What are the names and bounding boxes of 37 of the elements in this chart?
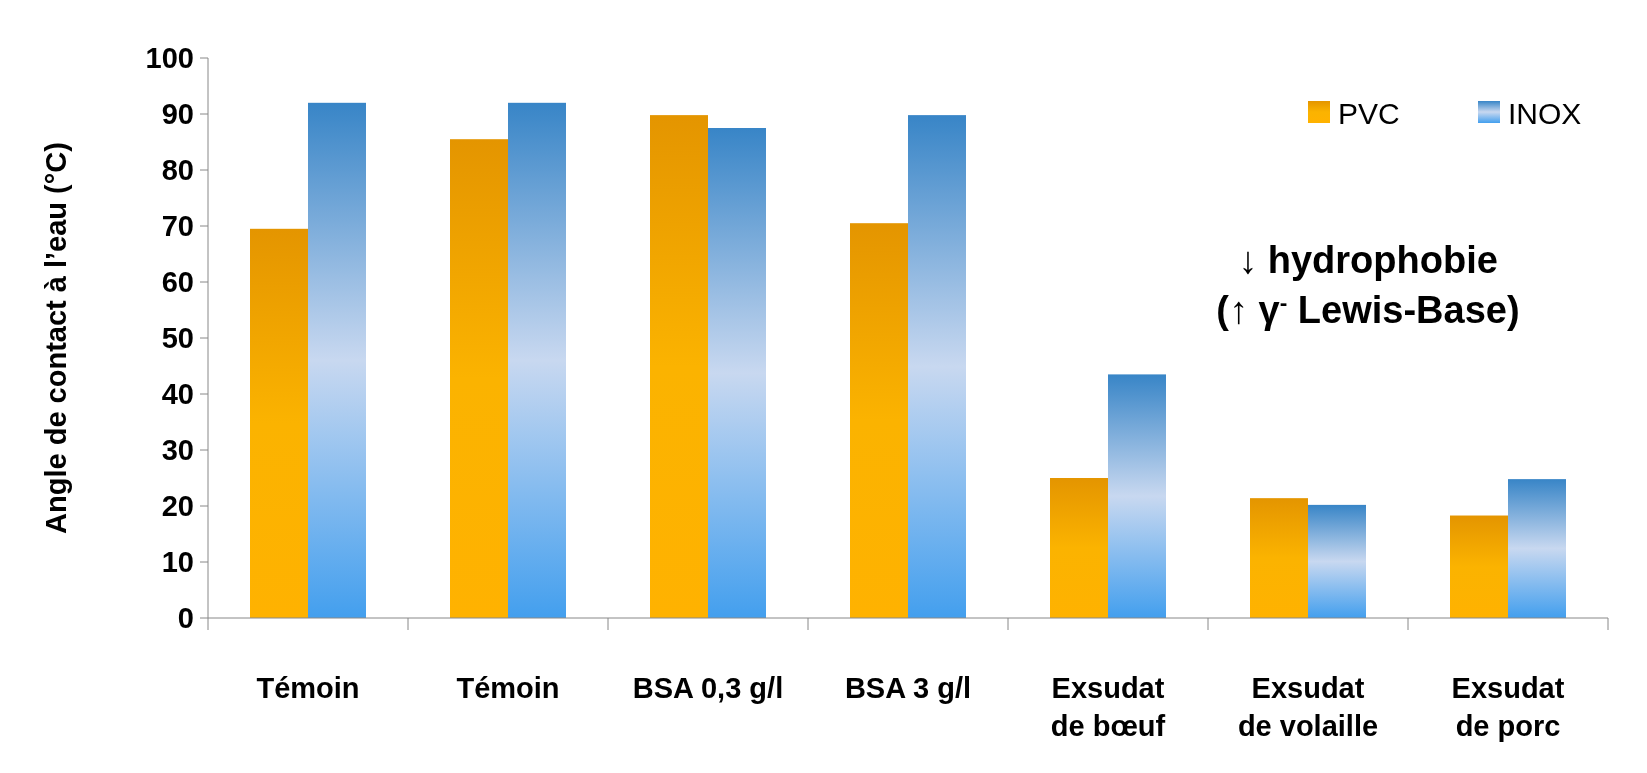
x-tick-label: Exsudat de volaille xyxy=(1237,672,1379,742)
y-tick-label: 0 xyxy=(177,602,194,635)
y-tick-label: 50 xyxy=(161,322,194,355)
x-tick-label: BSA 3 g/l xyxy=(844,672,972,704)
y-tick-label: 20 xyxy=(161,490,194,523)
y-tick-label: 80 xyxy=(161,154,194,187)
x-tick-label: Témoin xyxy=(256,672,360,704)
y-tick-label: 70 xyxy=(161,210,194,243)
bar xyxy=(508,102,566,618)
bar xyxy=(308,102,366,618)
annotation: (↑ γ$^{-}$ Lewis-Base) xyxy=(1216,289,1520,331)
bar xyxy=(1308,504,1366,618)
bar xyxy=(1450,515,1508,618)
bar xyxy=(708,128,766,618)
bar xyxy=(650,115,708,618)
x-tick-label: BSA 0,3 g/l xyxy=(632,672,784,704)
annotation: ↓ hydrophobie xyxy=(1238,239,1498,281)
y-tick-label: 10 xyxy=(161,546,194,579)
x-tick-label: Témoin xyxy=(456,672,560,704)
y-axis-title: Angle de contact à l’eau (°C) xyxy=(40,142,72,534)
legend-label: INOX xyxy=(1508,96,1582,130)
bar xyxy=(250,228,308,618)
x-tick-label: Exsudat de bœuf xyxy=(1050,672,1166,742)
bar xyxy=(1508,479,1566,618)
bar xyxy=(850,223,908,618)
y-tick-label: 90 xyxy=(161,98,194,131)
bar xyxy=(1250,498,1308,618)
bar xyxy=(1108,374,1166,618)
y-tick-label: 60 xyxy=(161,266,194,299)
y-tick-label: 40 xyxy=(161,378,194,411)
bar xyxy=(450,139,508,618)
x-tick-label: Exsudat de porc xyxy=(1451,672,1565,742)
bar xyxy=(1050,478,1108,618)
legend-label: PVC xyxy=(1338,96,1400,130)
bar xyxy=(908,115,966,618)
y-tick-label: 30 xyxy=(161,434,194,467)
y-tick-label: 100 xyxy=(145,42,194,75)
